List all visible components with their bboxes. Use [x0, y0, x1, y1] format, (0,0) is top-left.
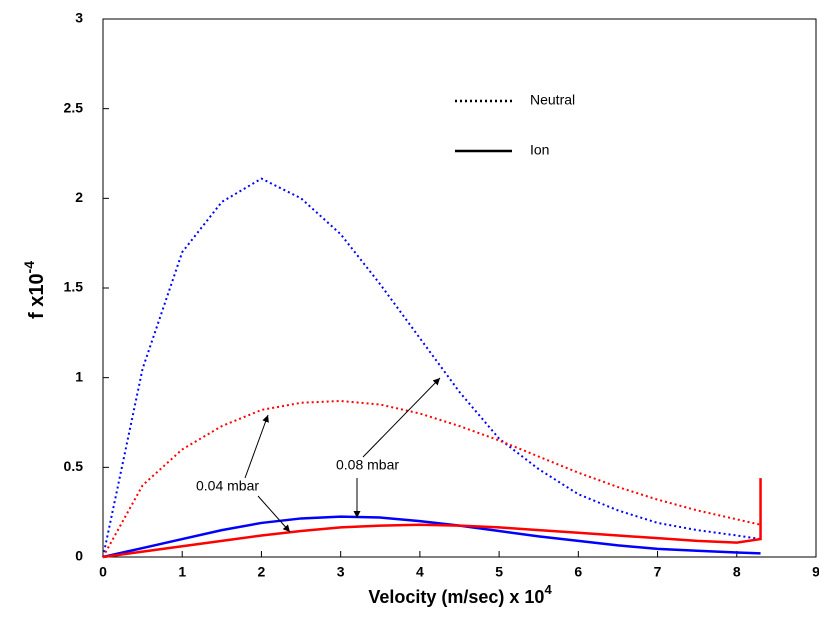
legend-label: Ion	[530, 142, 549, 158]
data-line	[102, 515, 761, 559]
annotation-arrow	[362, 377, 441, 458]
x-tick-label: 2	[258, 564, 266, 580]
y-tick-label: 3	[75, 10, 83, 26]
y-axis-label-exponent: -4	[21, 261, 37, 274]
x-tick-label: 9	[812, 564, 819, 580]
annotation: 0.08 mbar	[336, 457, 399, 473]
y-axis-label: f x10-4	[21, 261, 49, 319]
y-tick-label: 1.5	[64, 279, 84, 295]
x-axis-label-text: Velocity (m/sec) x 10	[368, 587, 544, 607]
x-tick-label: 4	[416, 564, 424, 580]
annotation-arrow	[257, 495, 291, 533]
legend-label: Neutral	[530, 92, 575, 108]
y-tick-label: 0.5	[64, 458, 84, 474]
data-line	[102, 478, 762, 559]
x-axis-label-exponent: 4	[544, 582, 552, 597]
x-tick-label: 7	[654, 564, 662, 580]
x-tick-label: 1	[178, 564, 186, 580]
y-tick-label: 0	[75, 548, 83, 564]
x-axis-label: Velocity (m/sec) x 104	[368, 582, 552, 606]
x-tick-label: 6	[574, 564, 582, 580]
x-tick-label: 5	[495, 564, 503, 580]
plot-frame	[102, 18, 817, 558]
y-axis-label-text: f x10	[26, 273, 48, 319]
x-tick-label: 3	[337, 564, 345, 580]
y-tick-label: 2	[75, 189, 83, 205]
annotation-arrow	[244, 414, 269, 479]
y-tick-label: 1	[75, 368, 83, 384]
x-tick-label: 8	[733, 564, 741, 580]
x-tick-label: 0	[99, 564, 107, 580]
annotation: 0.04 mbar	[196, 478, 259, 494]
data-line	[102, 399, 761, 558]
y-tick-label: 2.5	[64, 99, 84, 115]
